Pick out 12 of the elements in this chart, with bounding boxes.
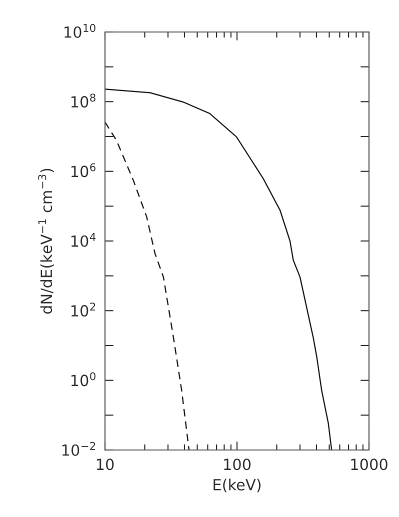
x-axis-title: E(keV) bbox=[214, 478, 261, 492]
y-tick-label: 10$^{4}$ bbox=[71, 233, 96, 247]
y-tick-label: 10$^{−2}$ bbox=[62, 442, 96, 456]
y-tick-label: 10$^{8}$ bbox=[71, 94, 96, 108]
x-tick-label: 1000 bbox=[351, 458, 388, 470]
x-tick-label: 100 bbox=[224, 458, 251, 470]
y-tick-label: 10$^{0}$ bbox=[71, 372, 96, 386]
y-tick-label: 10$^{10}$ bbox=[64, 24, 96, 38]
y-tick-label: 10$^{2}$ bbox=[71, 302, 96, 317]
x-tick-label: 10 bbox=[96, 458, 114, 470]
y-axis-title: dN/dE(keV$^{−1}$ cm$^{−3}$) bbox=[38, 168, 54, 314]
y-tick-label: 10$^{6}$ bbox=[71, 163, 96, 178]
